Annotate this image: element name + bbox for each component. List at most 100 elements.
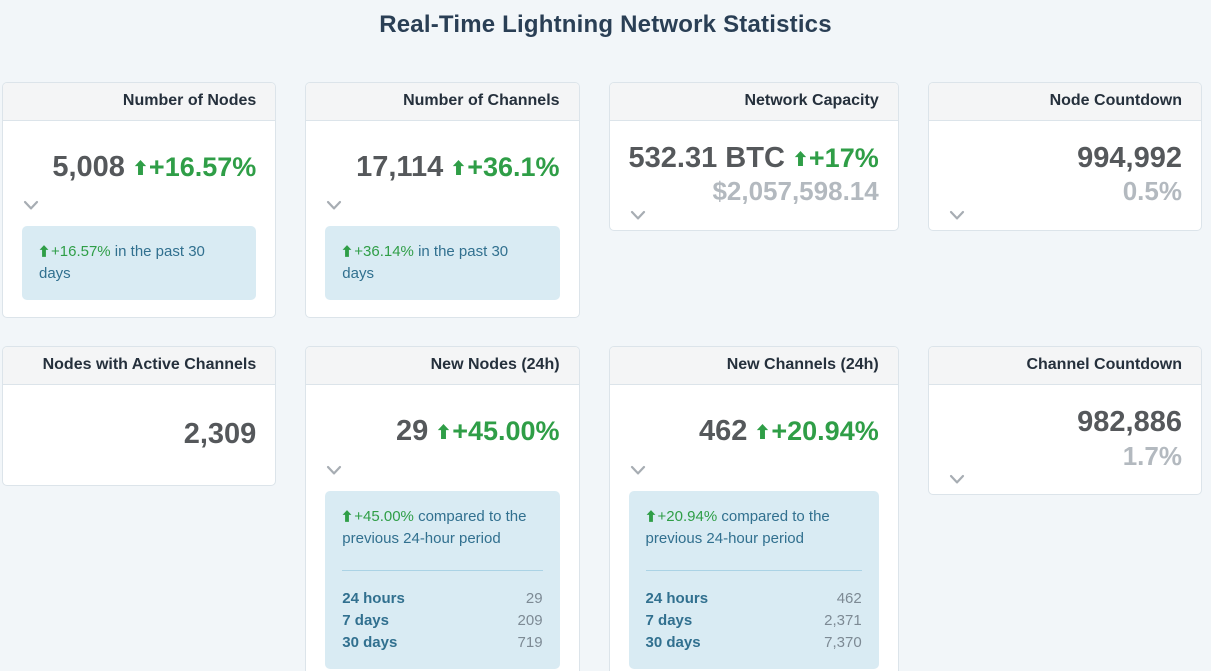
card-value: 17,114 <box>356 151 444 183</box>
secondary-value: $2,057,598.14 <box>712 176 879 207</box>
card-body: 29 +45.00% +45.00% compared to the previo… <box>306 385 578 671</box>
arrow-up-icon <box>39 245 49 258</box>
card-title: New Channels (24h) <box>726 356 879 374</box>
stats-value: 7,370 <box>824 633 862 651</box>
expand-chevron-icon[interactable] <box>949 210 967 222</box>
secondary-value: 0.5% <box>1122 176 1182 207</box>
value-line: 17,114 +36.1% <box>325 151 559 184</box>
card-title: Network Capacity <box>744 92 879 109</box>
stats-label: 24 hours <box>645 589 709 607</box>
arrow-up-icon <box>342 245 352 258</box>
change-percent: +16.57% <box>134 152 256 182</box>
stats-value: 719 <box>517 633 543 651</box>
change-note: +36.14% in the past 30 days <box>325 226 560 301</box>
stats-row: 7 days 2,371 <box>646 610 862 632</box>
card-body: 994,992 0.5% <box>929 121 1201 230</box>
arrow-up-icon <box>134 160 147 175</box>
card-new-channels-24h: New Channels (24h) 462 +20.94% +20.94% co… <box>608 346 899 671</box>
card-number-of-nodes: Number of Nodes 5,008 +16.57% +16.57% in … <box>2 82 277 319</box>
card-title: New Nodes (24h) <box>430 356 560 374</box>
stats-value: 29 <box>525 589 543 607</box>
card-header: Number of Nodes <box>3 83 276 121</box>
card-header: Nodes with Active Channels <box>3 347 276 386</box>
card-nodes-with-active-channels: Nodes with Active Channels 2,309 <box>2 346 277 486</box>
arrow-up-icon <box>342 509 352 522</box>
card-title: Channel Countdown <box>1026 356 1182 374</box>
arrow-up-icon <box>757 424 769 440</box>
change-percent-text: +17% <box>808 143 879 173</box>
stats-row: 24 hours 462 <box>646 588 862 610</box>
note-text: in the past 30 days <box>39 243 205 283</box>
stats-row: 30 days 7,370 <box>646 632 862 654</box>
card-header: Node Countdown <box>928 83 1201 121</box>
value-line: 5,008 +16.57% <box>22 151 256 184</box>
card-value: 982,886 <box>1077 406 1182 439</box>
value-line: 29 +45.00% <box>325 415 560 448</box>
card-channel-countdown: Channel Countdown 982,886 1.7% <box>927 346 1202 496</box>
card-value: 5,008 <box>52 151 125 183</box>
card-body: 5,008 +16.57% +16.57% in the past 30 days <box>3 121 275 317</box>
arrow-up-icon <box>646 509 655 522</box>
expand-chevron-icon[interactable] <box>326 200 344 212</box>
note-line: +20.94% compared to the previous 24-hour… <box>646 506 862 550</box>
cards-grid: Number of Nodes 5,008 +16.57% +16.57% in … <box>0 82 1211 671</box>
expand-chevron-icon[interactable] <box>326 465 344 477</box>
card-number-of-channels: Number of Channels 17,114 +36.1% +36.14% … <box>305 82 580 319</box>
change-percent: +20.94% <box>756 416 879 447</box>
card-body: 462 +20.94% +20.94% compared to the previ… <box>610 385 898 671</box>
change-percent-text: +20.94% <box>771 416 879 447</box>
card-header: New Nodes (24h) <box>306 347 579 386</box>
change-percent-text: +16.57% <box>148 152 257 182</box>
change-percent: +17% <box>794 143 879 173</box>
secondary-value: 1.7% <box>1122 440 1182 471</box>
note-change-percent: +20.94% <box>657 507 718 525</box>
arrow-up-icon <box>438 424 450 440</box>
note-text: compared to the previous 24-hour period <box>342 507 527 547</box>
value-line: 2,309 <box>22 418 257 451</box>
card-value: 994,992 <box>1077 142 1182 174</box>
change-note: +16.57% in the past 30 days <box>22 226 257 301</box>
change-percent-text: +36.1% <box>467 152 560 182</box>
stats-label: 7 days <box>342 611 389 629</box>
stats-label: 7 days <box>645 611 693 629</box>
stats-value: 209 <box>517 611 543 629</box>
note-change-percent: +36.14% <box>354 243 414 261</box>
note-text: compared to the previous 24-hour period <box>645 507 830 547</box>
stats-value: 2,371 <box>824 611 862 629</box>
note-change-percent: +45.00% <box>354 507 414 525</box>
expand-chevron-icon[interactable] <box>630 465 648 477</box>
card-header: New Channels (24h) <box>609 347 898 386</box>
page-title: Real-Time Lightning Network Statistics <box>379 11 832 38</box>
card-header: Number of Channels <box>306 83 579 121</box>
stats-label: 24 hours <box>342 589 405 607</box>
card-body: 532.31 BTC +17% $2,057,598.14 <box>610 121 898 230</box>
change-percent: +36.1% <box>452 152 560 182</box>
value-line: 532.31 BTC +17% <box>629 142 879 175</box>
stats-row: 30 days 719 <box>342 632 542 654</box>
note-change-percent: +16.57% <box>51 243 111 261</box>
note-line: +45.00% compared to the previous 24-hour… <box>342 506 542 550</box>
card-body: 982,886 1.7% <box>929 385 1201 494</box>
card-node-countdown: Node Countdown 994,992 0.5% <box>927 82 1202 231</box>
stats-row: 24 hours 29 <box>342 588 542 610</box>
card-body: 2,309 <box>3 385 275 484</box>
divider <box>645 569 862 571</box>
card-title: Node Countdown <box>1049 92 1182 109</box>
expand-chevron-icon[interactable] <box>949 474 967 486</box>
card-header: Network Capacity <box>609 83 898 121</box>
expand-chevron-icon[interactable] <box>630 210 648 222</box>
card-value: 29 <box>395 415 429 448</box>
change-note: +45.00% compared to the previous 24-hour… <box>325 490 560 669</box>
change-note: +20.94% compared to the previous 24-hour… <box>628 490 879 669</box>
card-body: 17,114 +36.1% +36.14% in the past 30 days <box>306 121 578 317</box>
card-value: 2,309 <box>183 418 257 451</box>
card-value: 532.31 BTC <box>628 142 785 174</box>
card-title: Number of Nodes <box>122 92 257 109</box>
note-text: in the past 30 days <box>342 243 509 283</box>
stats-label: 30 days <box>342 633 398 651</box>
divider <box>342 569 543 571</box>
arrow-up-icon <box>794 151 807 166</box>
change-percent-text: +45.00% <box>452 416 560 447</box>
stats-label: 30 days <box>645 633 701 651</box>
expand-chevron-icon[interactable] <box>23 200 41 212</box>
